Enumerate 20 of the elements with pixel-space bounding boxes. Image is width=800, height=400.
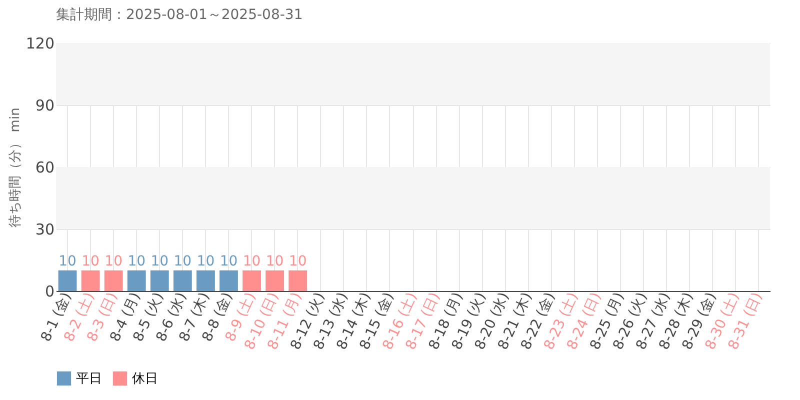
data-label: 10 xyxy=(288,253,307,270)
data-label: 10 xyxy=(104,253,122,270)
legend-label: 休日 xyxy=(132,371,158,386)
y-tick-label: 30 xyxy=(35,220,54,238)
y-tick-label: 120 xyxy=(26,34,54,52)
data-label: 10 xyxy=(82,253,100,270)
data-label: 10 xyxy=(196,253,215,270)
y-tick-label: 90 xyxy=(35,96,54,114)
data-label: 10 xyxy=(220,253,238,270)
data-label: 10 xyxy=(58,253,76,270)
y-axis-title: 待ち時間（分） min xyxy=(8,108,23,228)
data-label: 10 xyxy=(150,253,169,270)
y-tick-label: 60 xyxy=(35,158,54,176)
data-label: 10 xyxy=(128,253,146,270)
data-label: 10 xyxy=(174,253,192,270)
chart-title: 集計期間：2025-08-01～2025-08-31 xyxy=(56,7,303,23)
data-label: 10 xyxy=(242,253,261,270)
data-label: 10 xyxy=(266,253,284,270)
y-tick-label: 0 xyxy=(44,282,54,300)
legend-label: 平日 xyxy=(76,371,102,386)
